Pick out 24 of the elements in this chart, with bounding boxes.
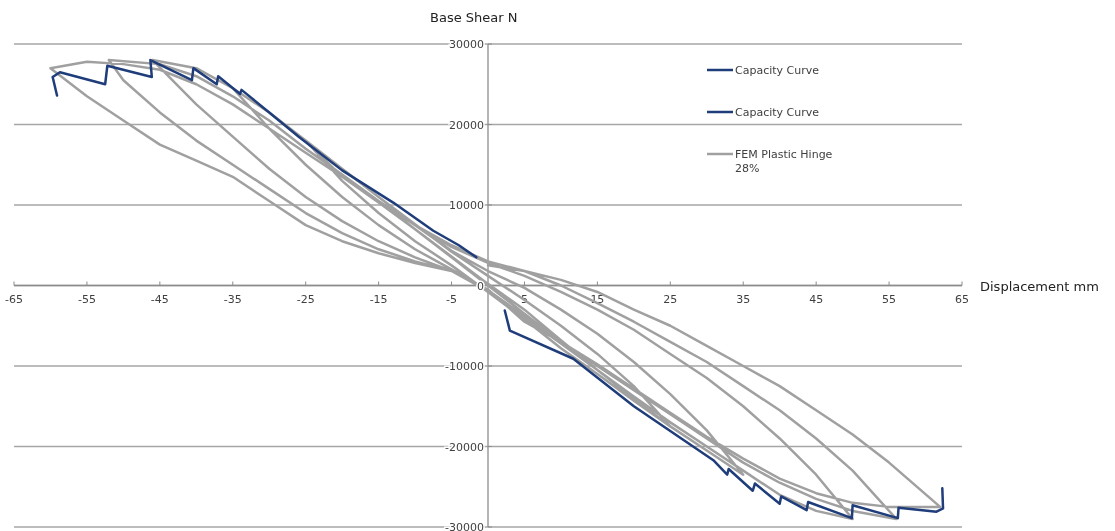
y-tick-label: 30000 xyxy=(449,38,484,51)
line-series xyxy=(503,309,945,520)
legend-label: Capacity Curve xyxy=(735,106,820,119)
x-tick-label: -65 xyxy=(5,292,23,306)
y-tick-label: 10000 xyxy=(449,199,484,212)
legend-label: FEM Plastic Hinge 28% xyxy=(735,148,833,175)
y-tick-label: -30000 xyxy=(445,521,484,531)
x-tick-label: -45 xyxy=(150,292,169,306)
x-tick-label: -35 xyxy=(223,292,242,306)
y-axis-title: Base Shear N xyxy=(430,10,518,25)
x-tick-label: 45 xyxy=(809,292,824,306)
x-tick-label: 65 xyxy=(955,292,969,306)
y-tick-label: -20000 xyxy=(445,440,484,454)
x-tick-label: 35 xyxy=(736,292,751,306)
legend-label: Capacity Curve xyxy=(735,64,820,77)
x-tick-label: -55 xyxy=(77,292,96,306)
x-axis-title: Displacement mm xyxy=(980,278,1099,294)
x-tick-label: -15 xyxy=(369,292,388,306)
y-tick-label: -10000 xyxy=(445,360,484,373)
x-tick-label: -25 xyxy=(296,292,315,306)
x-tick-label: -5 xyxy=(446,292,458,306)
x-tick-label: 25 xyxy=(663,292,678,306)
x-tick-label: 55 xyxy=(882,292,897,306)
y-tick-label: 20000 xyxy=(449,118,484,132)
